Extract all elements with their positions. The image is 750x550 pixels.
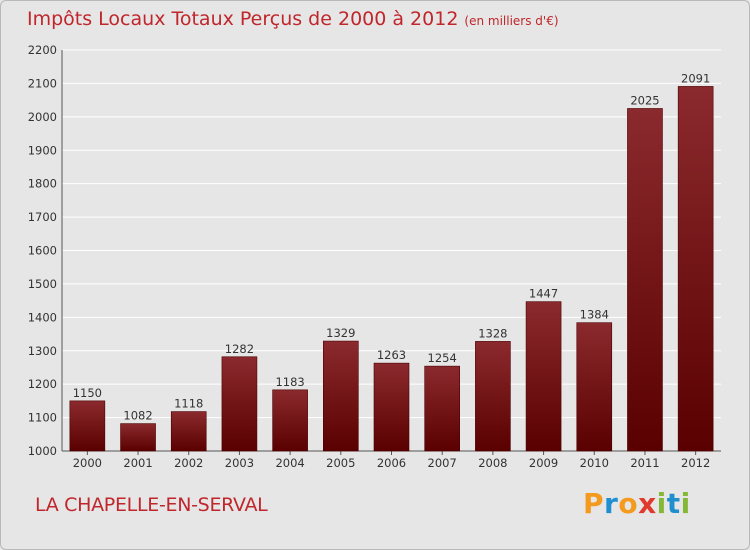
bar: [373, 362, 410, 452]
bar: [475, 341, 511, 452]
chart-title: Impôts Locaux Totaux Perçus de 2000 à 20…: [27, 8, 559, 30]
x-tick-label: 2004: [275, 456, 304, 470]
x-tick-label: 2003: [225, 456, 254, 470]
y-tick-label: 1200: [28, 377, 57, 391]
logo-letter: i: [656, 487, 667, 520]
proxiti-logo[interactable]: Proxiti: [583, 487, 691, 520]
y-tick-label: 1700: [28, 210, 57, 224]
y-tick-label: 1600: [28, 244, 57, 258]
y-tick-label: 1800: [28, 177, 57, 191]
data-label: 1384: [580, 308, 609, 322]
x-tick-label: 2005: [326, 456, 355, 470]
bar: [323, 340, 359, 452]
y-tick-label: 2000: [28, 110, 57, 124]
data-label: 1183: [275, 375, 304, 389]
data-label: 2091: [681, 71, 710, 85]
logo-letter: r: [604, 487, 619, 520]
bar: [272, 389, 308, 452]
logo-letter: x: [638, 487, 657, 520]
bar: [525, 301, 562, 452]
x-tick-label: 2009: [529, 456, 558, 470]
data-label: 1328: [478, 326, 507, 340]
y-tick-label: 1000: [28, 444, 57, 458]
data-label: 1150: [73, 386, 102, 400]
data-label: 1263: [377, 348, 406, 362]
bar: [677, 86, 714, 452]
bar: [627, 108, 663, 452]
bar: [69, 400, 106, 452]
data-label: 2025: [630, 93, 659, 107]
bar-layer: [69, 86, 714, 452]
x-tick-label: 2012: [681, 456, 710, 470]
bar: [170, 411, 207, 452]
logo-letter: o: [618, 487, 639, 520]
y-tick-label: 1400: [28, 310, 57, 324]
data-label: 1118: [174, 397, 203, 411]
y-tick-label: 2100: [28, 76, 57, 90]
data-label: 1282: [225, 342, 254, 356]
logo-letter: P: [583, 487, 605, 520]
bar: [424, 365, 460, 452]
x-tick-label: 2007: [428, 456, 457, 470]
logo-letter: i: [680, 487, 691, 520]
title-text: Impôts Locaux Totaux Perçus de 2000 à 20…: [27, 8, 459, 30]
y-tick-label: 2200: [28, 43, 57, 57]
x-tick-label: 2006: [377, 456, 406, 470]
bar: [576, 322, 613, 452]
x-tick-label: 2001: [123, 456, 152, 470]
data-label: 1254: [428, 351, 457, 365]
unit-label: (en milliers d'€): [464, 14, 559, 28]
logo-letter: t: [666, 487, 681, 520]
y-tick-label: 1500: [28, 277, 57, 291]
label-layer: 1150 1082 1118 1282 1183 1329 1263 1254 1328 1447…: [73, 71, 711, 422]
x-tick-label: 2008: [478, 456, 507, 470]
y-tick-label: 1100: [28, 411, 57, 425]
x-tick-label: 2002: [174, 456, 203, 470]
data-label: 1447: [529, 287, 558, 301]
x-tick-label: 2011: [630, 456, 659, 470]
y-tick-label: 1300: [28, 344, 57, 358]
data-label: 1082: [123, 409, 152, 423]
commune-name: LA CHAPELLE-EN-SERVAL: [35, 494, 268, 516]
x-tick-label: 2000: [73, 456, 102, 470]
bar: [120, 423, 156, 452]
x-tick-label: 2010: [580, 456, 609, 470]
data-label: 1329: [326, 326, 355, 340]
bar: [221, 356, 258, 452]
y-tick-label: 1900: [28, 143, 57, 157]
